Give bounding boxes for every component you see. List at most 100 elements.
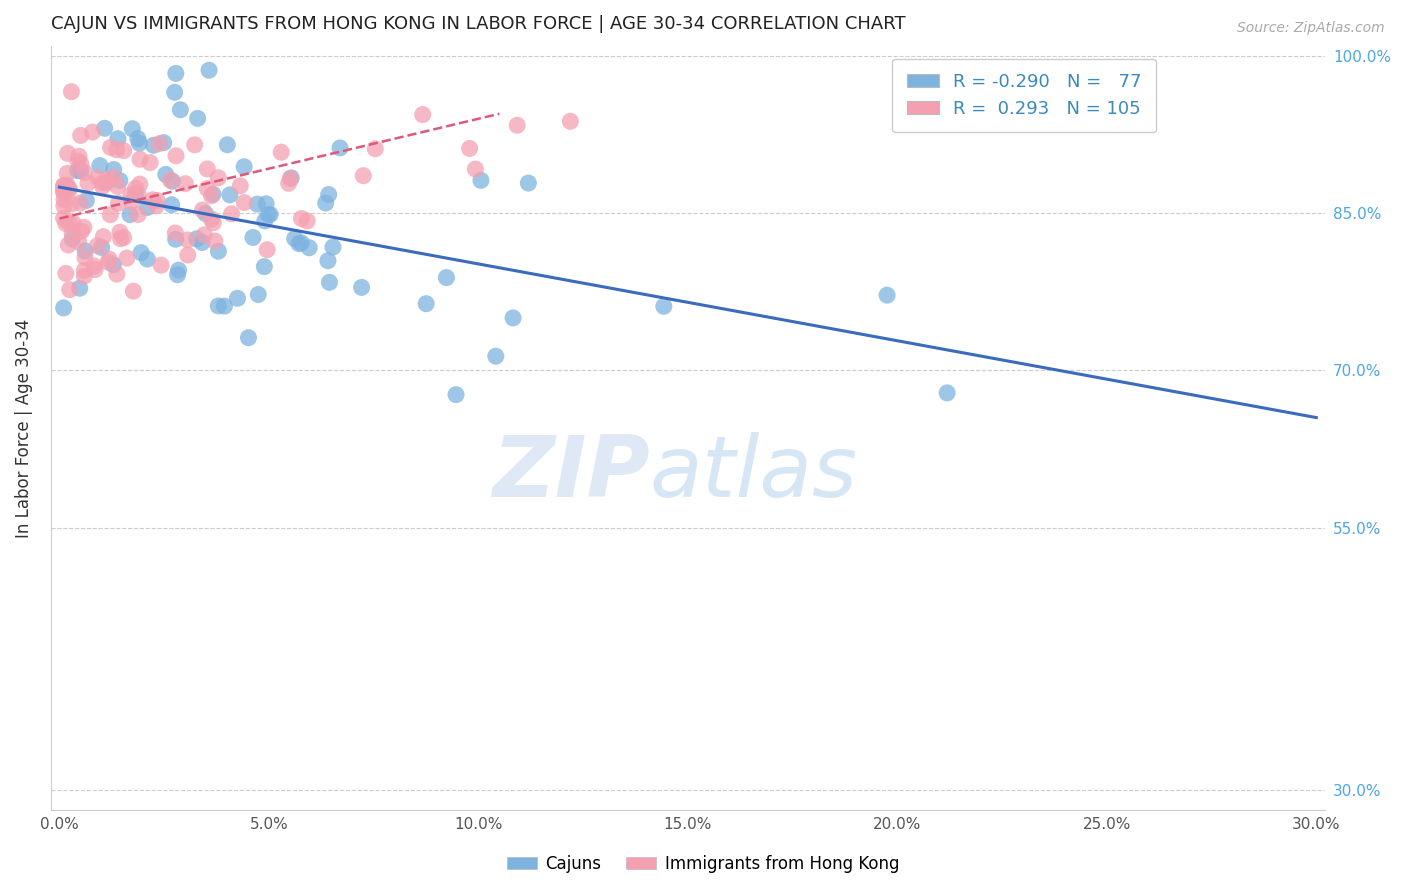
Point	[73, 165, 96, 179]
Point	[166, 268, 188, 282]
Point	[73, 220, 96, 235]
Point	[146, 194, 169, 208]
Point	[194, 206, 217, 220]
Point	[280, 171, 302, 186]
Point	[52, 179, 75, 194]
Point	[108, 225, 131, 239]
Point	[200, 212, 222, 227]
Point	[364, 142, 387, 156]
Point	[91, 179, 114, 194]
Point	[315, 196, 337, 211]
Point	[112, 144, 135, 158]
Y-axis label: In Labor Force | Age 30-34: In Labor Force | Age 30-34	[15, 318, 32, 538]
Point	[67, 149, 90, 163]
Point	[97, 173, 120, 187]
Point	[82, 125, 104, 139]
Point	[165, 149, 187, 163]
Point	[103, 162, 125, 177]
Point	[108, 173, 131, 187]
Point	[165, 226, 187, 240]
Point	[60, 232, 83, 246]
Point	[73, 263, 96, 277]
Point	[70, 157, 93, 171]
Point	[128, 136, 150, 151]
Point	[183, 137, 205, 152]
Point	[152, 136, 174, 150]
Point	[103, 258, 125, 272]
Point	[124, 187, 146, 202]
Point	[352, 169, 374, 183]
Point	[118, 208, 141, 222]
Point	[83, 259, 105, 273]
Point	[69, 281, 91, 295]
Point	[329, 141, 352, 155]
Text: Source: ZipAtlas.com: Source: ZipAtlas.com	[1237, 21, 1385, 35]
Point	[52, 186, 75, 200]
Point	[67, 235, 90, 249]
Point	[52, 181, 75, 195]
Point	[52, 199, 75, 213]
Point	[506, 118, 529, 132]
Point	[148, 136, 170, 151]
Point	[112, 230, 135, 244]
Point	[167, 263, 190, 277]
Point	[103, 170, 125, 185]
Point	[434, 270, 457, 285]
Point	[560, 114, 582, 128]
Text: CAJUN VS IMMIGRANTS FROM HONG KONG IN LABOR FORCE | AGE 30-34 CORRELATION CHART: CAJUN VS IMMIGRANTS FROM HONG KONG IN LA…	[51, 15, 905, 33]
Point	[163, 85, 186, 99]
Point	[318, 276, 340, 290]
Point	[191, 235, 214, 250]
Point	[142, 138, 165, 153]
Point	[277, 176, 299, 190]
Point	[288, 236, 311, 251]
Point	[238, 331, 260, 345]
Point	[70, 224, 93, 238]
Point	[290, 211, 312, 226]
Point	[195, 161, 218, 176]
Point	[298, 241, 321, 255]
Point	[187, 112, 209, 126]
Point	[517, 176, 540, 190]
Point	[150, 258, 173, 272]
Point	[295, 214, 318, 228]
Legend: R = -0.290   N =   77, R =  0.293   N = 105: R = -0.290 N = 77, R = 0.293 N = 105	[891, 59, 1157, 132]
Point	[129, 245, 152, 260]
Point	[254, 196, 277, 211]
Point	[127, 208, 149, 222]
Point	[52, 178, 75, 193]
Point	[139, 155, 162, 169]
Point	[246, 197, 269, 211]
Point	[69, 163, 91, 178]
Point	[84, 262, 107, 277]
Point	[86, 239, 108, 253]
Point	[127, 187, 149, 202]
Point	[186, 232, 208, 246]
Point	[202, 216, 225, 230]
Point	[226, 291, 249, 305]
Point	[93, 229, 115, 244]
Point	[193, 227, 215, 242]
Point	[253, 214, 276, 228]
Point	[69, 128, 91, 143]
Point	[53, 193, 76, 207]
Point	[464, 162, 486, 177]
Point	[98, 252, 121, 266]
Point	[233, 195, 256, 210]
Point	[177, 248, 200, 262]
Point	[122, 284, 145, 298]
Point	[145, 199, 167, 213]
Point	[93, 121, 115, 136]
Point	[120, 187, 142, 202]
Point	[121, 121, 143, 136]
Point	[280, 170, 302, 185]
Point	[90, 240, 112, 254]
Point	[98, 208, 121, 222]
Point	[204, 234, 226, 248]
Point	[253, 260, 276, 274]
Point	[52, 301, 75, 315]
Point	[89, 159, 111, 173]
Point	[58, 238, 80, 252]
Point	[91, 176, 114, 190]
Point	[58, 215, 80, 229]
